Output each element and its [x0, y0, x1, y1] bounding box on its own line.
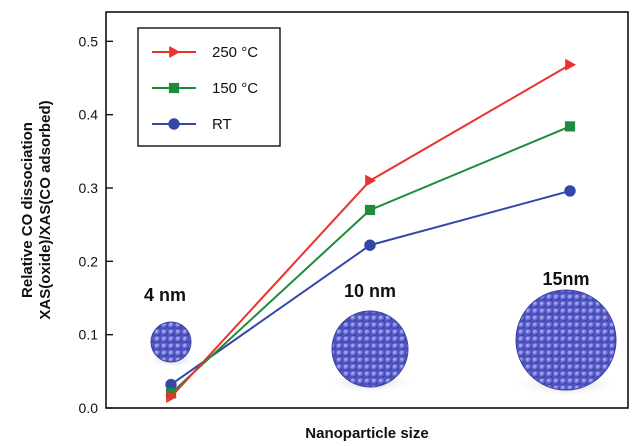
y-tick-label: 0.0 [79, 400, 99, 416]
nanoparticle-15nm-image [512, 290, 620, 398]
y-tick-label: 0.4 [79, 107, 99, 123]
legend-label-150c: 150 °C [212, 80, 258, 97]
size-label-10nm: 10 nm [344, 281, 396, 301]
y-tick-label: 0.2 [79, 253, 99, 269]
x-axis-title: Nanoparticle size [305, 425, 428, 442]
data-point-rt [364, 240, 375, 251]
legend-marker-150c [169, 83, 179, 93]
data-point-250c [565, 59, 576, 71]
legend-label-rt: RT [212, 116, 232, 133]
legend-marker-rt [168, 118, 179, 129]
y-tick-label: 0.3 [79, 180, 99, 196]
nanoparticle-4nm-image [146, 322, 198, 368]
data-point-rt [564, 185, 575, 196]
size-label-4nm: 4 nm [144, 285, 186, 305]
data-point-150c [365, 205, 375, 215]
data-point-250c [365, 175, 376, 187]
y-tick-label: 0.5 [79, 33, 99, 49]
y-axis-ticks: 0.0 0.1 0.2 0.3 0.4 0.5 [79, 33, 113, 416]
nanoparticle-10nm-image [324, 311, 416, 394]
legend: 250 °C 150 °C RT [138, 28, 280, 146]
size-label-15nm: 15nm [542, 269, 589, 289]
data-point-150c [565, 121, 575, 131]
y-axis-title-line2: XAS(oxide)/XAS(CO adsorbed) [37, 100, 54, 319]
y-axis-title-line1: Relative CO dissociation [19, 122, 36, 298]
legend-label-250c: 250 °C [212, 44, 258, 61]
y-tick-label: 0.1 [79, 327, 99, 343]
